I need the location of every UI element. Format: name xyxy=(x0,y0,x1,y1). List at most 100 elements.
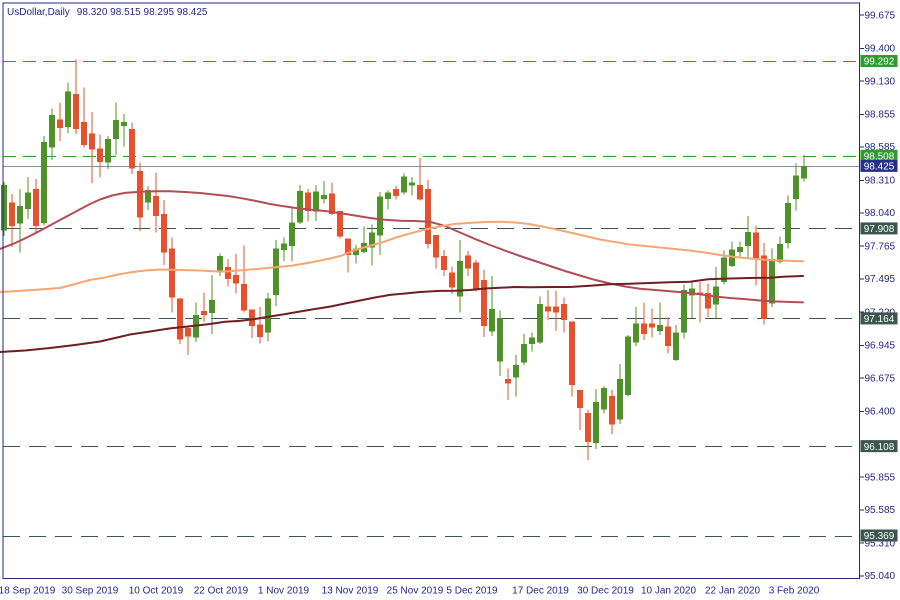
candle-body xyxy=(336,211,343,237)
date-label: 22 Jan 2020 xyxy=(705,586,760,597)
candle-53 xyxy=(424,180,431,249)
level-badge-95.369-bg xyxy=(860,529,898,542)
candle-43 xyxy=(344,238,351,273)
candle-20 xyxy=(160,199,167,265)
price-tick-label: 96.945 xyxy=(865,341,896,352)
candle-76 xyxy=(608,390,615,435)
level-badge-96.108: 96.108 xyxy=(860,440,898,453)
time-axis[interactable]: 18 Sep 2019 30 Sep 2019 10 Oct 2019 22 Oct … xyxy=(0,586,820,597)
candle-body xyxy=(440,256,447,271)
candle-body xyxy=(112,120,119,139)
chart-ohlc-values: 98.320 98.515 98.295 98.425 xyxy=(76,7,208,18)
candle-body xyxy=(536,303,543,343)
candle-body xyxy=(128,128,135,169)
candle-77 xyxy=(616,363,623,424)
level-badge-95.369: 95.369 xyxy=(860,529,898,542)
candle-40 xyxy=(320,181,327,204)
candle-body xyxy=(184,327,191,337)
date-label: 1 Nov 2019 xyxy=(258,586,310,597)
candle-45 xyxy=(360,226,367,254)
candle-35 xyxy=(280,237,287,261)
ma-fast-line xyxy=(0,190,804,304)
candle-body xyxy=(736,246,743,253)
price-tick-label: 95.585 xyxy=(865,505,896,516)
candle-body xyxy=(320,195,327,199)
candle-66 xyxy=(528,332,535,352)
plot-area[interactable] xyxy=(0,59,860,537)
candle-body xyxy=(464,255,471,269)
candle-73 xyxy=(584,409,591,461)
candle-84 xyxy=(672,325,679,362)
candle-30 xyxy=(240,245,247,313)
candle-body xyxy=(176,298,183,340)
date-label: 25 Nov 2019 xyxy=(387,586,444,597)
candle-38 xyxy=(304,189,311,222)
candle-42 xyxy=(336,211,343,239)
candle-8 xyxy=(64,82,71,134)
candle-75 xyxy=(600,386,607,414)
price-tick-label: 96.675 xyxy=(865,373,896,384)
candle-17 xyxy=(136,162,143,232)
candle-22 xyxy=(176,297,183,344)
candle-body xyxy=(384,192,391,200)
candle-74 xyxy=(592,388,599,450)
candle-body xyxy=(248,309,255,327)
date-label: 5 Dec 2019 xyxy=(446,586,498,597)
candle-body xyxy=(632,323,639,343)
candle-12 xyxy=(96,134,103,178)
candle-body xyxy=(640,323,647,334)
candle-50 xyxy=(400,173,407,195)
bid-price-badge: 98.425 xyxy=(860,159,898,173)
candle-body xyxy=(656,325,663,332)
candle-37 xyxy=(296,184,303,225)
candle-body xyxy=(424,188,431,244)
candle-body xyxy=(728,249,735,267)
level-badge-99.292: 99.292 xyxy=(860,55,898,68)
candle-23 xyxy=(184,326,191,356)
candle-body xyxy=(0,184,7,231)
candle-19 xyxy=(152,172,159,233)
candle-body xyxy=(40,142,47,223)
candle-93 xyxy=(744,215,751,259)
candle-body xyxy=(512,364,519,378)
candle-81 xyxy=(648,308,655,338)
candle-body xyxy=(16,206,23,224)
candle-39 xyxy=(312,184,319,221)
level-badge-97.908: 97.908 xyxy=(860,222,898,235)
candle-body xyxy=(392,188,399,197)
price-tick-label: 97.765 xyxy=(865,241,896,252)
price-tick-label: 99.400 xyxy=(865,44,896,55)
candle-59 xyxy=(472,259,479,292)
price-axis[interactable]: 99.675 99.400 99.130 98.855 98.585 98.310 98.0… xyxy=(859,10,898,582)
candle-82 xyxy=(656,302,663,335)
candle-body xyxy=(72,94,79,129)
candle-71 xyxy=(568,321,575,397)
candle-97 xyxy=(776,236,783,264)
candle-body xyxy=(232,274,239,284)
price-tick-label: 98.585 xyxy=(865,142,896,153)
candle-body xyxy=(472,262,479,290)
candle-6 xyxy=(48,108,55,160)
level-badge-97.164-text: 97.164 xyxy=(864,314,895,325)
candle-body xyxy=(784,202,791,244)
candle-95 xyxy=(760,242,767,325)
level-badge-97.908-bg xyxy=(860,222,898,235)
price-tick-label: 96.400 xyxy=(865,407,896,418)
candle-98 xyxy=(784,195,791,249)
candle-body xyxy=(504,378,511,384)
candle-body xyxy=(160,213,167,253)
date-label: 10 Oct 2019 xyxy=(129,586,184,597)
candle-7 xyxy=(56,102,63,141)
candle-100 xyxy=(800,155,807,182)
level-badge-97.164: 97.164 xyxy=(860,312,898,325)
candle-21 xyxy=(168,237,175,313)
candle-54 xyxy=(432,234,439,269)
price-tick-label: 95.310 xyxy=(865,538,896,549)
candle-44 xyxy=(352,244,359,264)
candle-body xyxy=(592,401,599,443)
level-badge-99.292-text: 99.292 xyxy=(864,57,895,68)
candle-body xyxy=(208,300,215,313)
candle-87 xyxy=(696,281,703,323)
level-badge-99.292-bg xyxy=(860,55,898,68)
